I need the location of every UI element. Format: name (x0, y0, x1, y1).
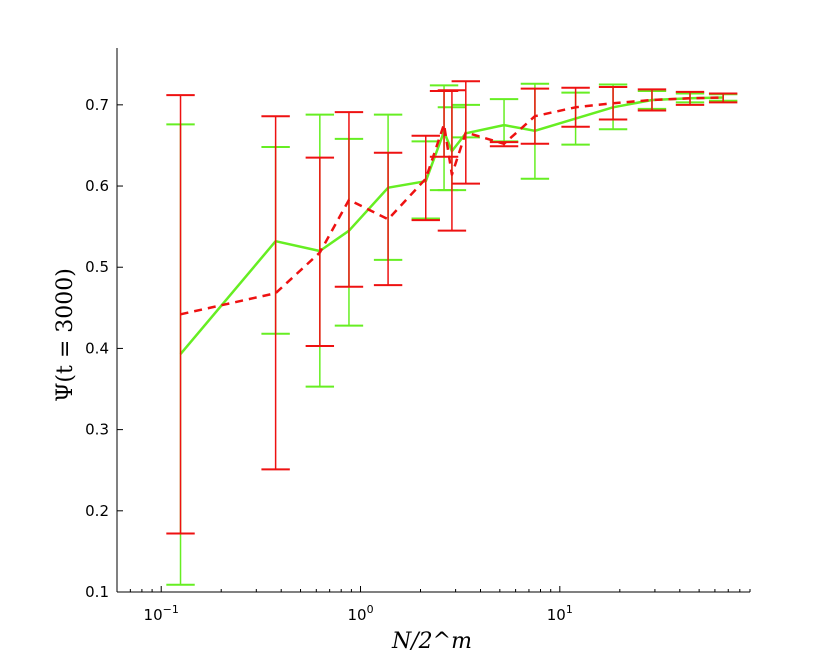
y-axis-label: Ψ(t = 3000) (53, 268, 78, 402)
x-tick-label: 10−1 (144, 603, 179, 624)
series-line (180, 96, 724, 316)
y-tick-label: 0.2 (85, 502, 109, 520)
x-tick-label: 101 (547, 603, 573, 624)
y-tick-label: 0.4 (85, 339, 109, 357)
x-tick-label: 100 (347, 603, 373, 624)
y-tick-label: 0.5 (85, 258, 109, 276)
tick-labels: 0.1 0.2 0.3 0.4 0.5 0.6 0.7 10−1 100 101 (85, 96, 573, 624)
y-tick-label: 0.7 (85, 96, 109, 114)
y-tick-label: 0.3 (85, 421, 109, 439)
x-axis-label: N/2^m (391, 629, 472, 654)
series-layer (166, 80, 738, 586)
y-tick-label: 0.1 (85, 583, 109, 601)
axes (116, 48, 751, 593)
series-line (179, 96, 724, 355)
y-tick-label: 0.6 (85, 177, 109, 195)
series-1 (166, 80, 738, 535)
